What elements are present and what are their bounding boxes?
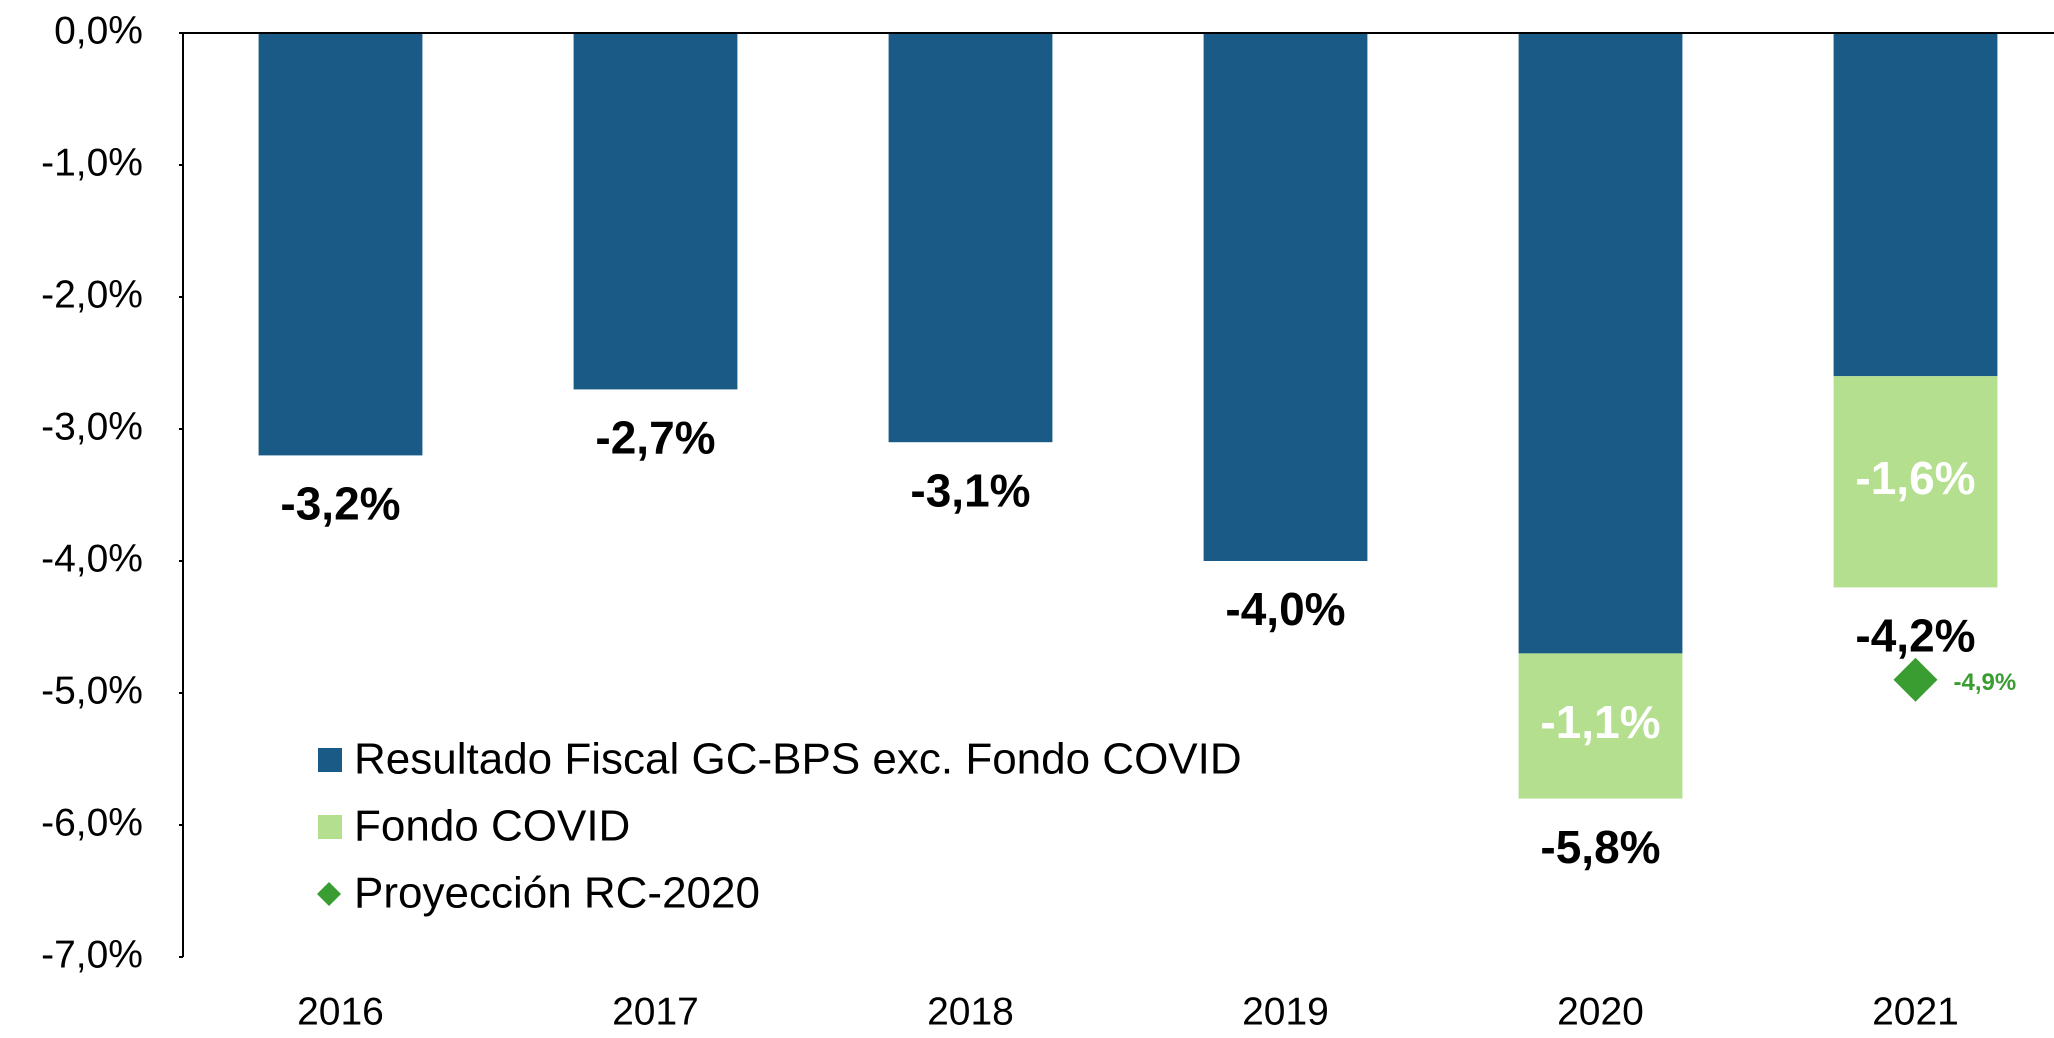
y-tick-label: -6,0% <box>41 801 143 844</box>
segment-label: -1,6% <box>1855 452 1975 504</box>
legend-label: Resultado Fiscal GC-BPS exc. Fondo COVID <box>354 735 1242 784</box>
total-label: -2,7% <box>595 412 715 464</box>
x-tick-label: 2018 <box>927 990 1014 1033</box>
y-tick-label: -3,0% <box>41 405 143 448</box>
y-tick-label: -5,0% <box>41 669 143 712</box>
bar-segment <box>573 33 738 390</box>
bar-segment <box>1833 376 1998 588</box>
legend-marker <box>317 882 341 906</box>
bar-segment <box>888 33 1053 443</box>
total-label: -4,2% <box>1855 610 1975 662</box>
x-tick-label: 2020 <box>1557 990 1644 1033</box>
marker-label: -4,9% <box>1954 669 2017 696</box>
bar-segment <box>1833 33 1998 377</box>
total-label: -4,0% <box>1225 583 1345 635</box>
bar-segment <box>1518 33 1683 654</box>
y-tick-label: -7,0% <box>41 933 143 976</box>
bar-segment <box>1203 33 1368 561</box>
y-tick-label: -4,0% <box>41 537 143 580</box>
total-label: -5,8% <box>1540 821 1660 873</box>
legend-swatch <box>318 815 342 839</box>
y-tick-label: 0,0% <box>54 9 143 52</box>
bar-segment <box>258 33 423 456</box>
bar-segment <box>1518 653 1683 799</box>
y-tick-label: -1,0% <box>41 141 143 184</box>
x-tick-label: 2016 <box>297 990 384 1033</box>
segment-label: -1,1% <box>1540 696 1660 748</box>
legend-swatch <box>318 748 342 772</box>
y-tick-label: -2,0% <box>41 273 143 316</box>
diamond-marker <box>1893 657 1938 702</box>
total-label: -3,2% <box>280 478 400 530</box>
total-label: -3,1% <box>910 464 1030 516</box>
x-tick-label: 2017 <box>612 990 699 1033</box>
x-tick-label: 2019 <box>1242 990 1329 1033</box>
legend-label: Proyección RC-2020 <box>354 869 760 918</box>
x-tick-label: 2021 <box>1872 990 1959 1033</box>
legend-label: Fondo COVID <box>354 802 630 851</box>
